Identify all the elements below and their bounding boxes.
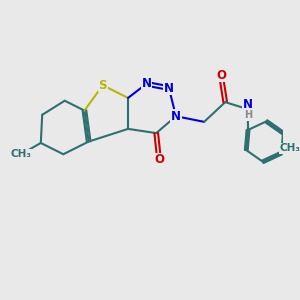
Text: N: N	[141, 77, 152, 90]
Text: N: N	[243, 98, 253, 112]
Text: O: O	[154, 153, 164, 167]
Text: N: N	[171, 110, 181, 123]
Text: O: O	[216, 69, 226, 82]
Text: H: H	[244, 110, 252, 120]
Text: S: S	[98, 79, 107, 92]
Text: CH₃: CH₃	[280, 143, 300, 153]
Text: N: N	[164, 82, 174, 94]
Text: CH₃: CH₃	[11, 149, 32, 159]
